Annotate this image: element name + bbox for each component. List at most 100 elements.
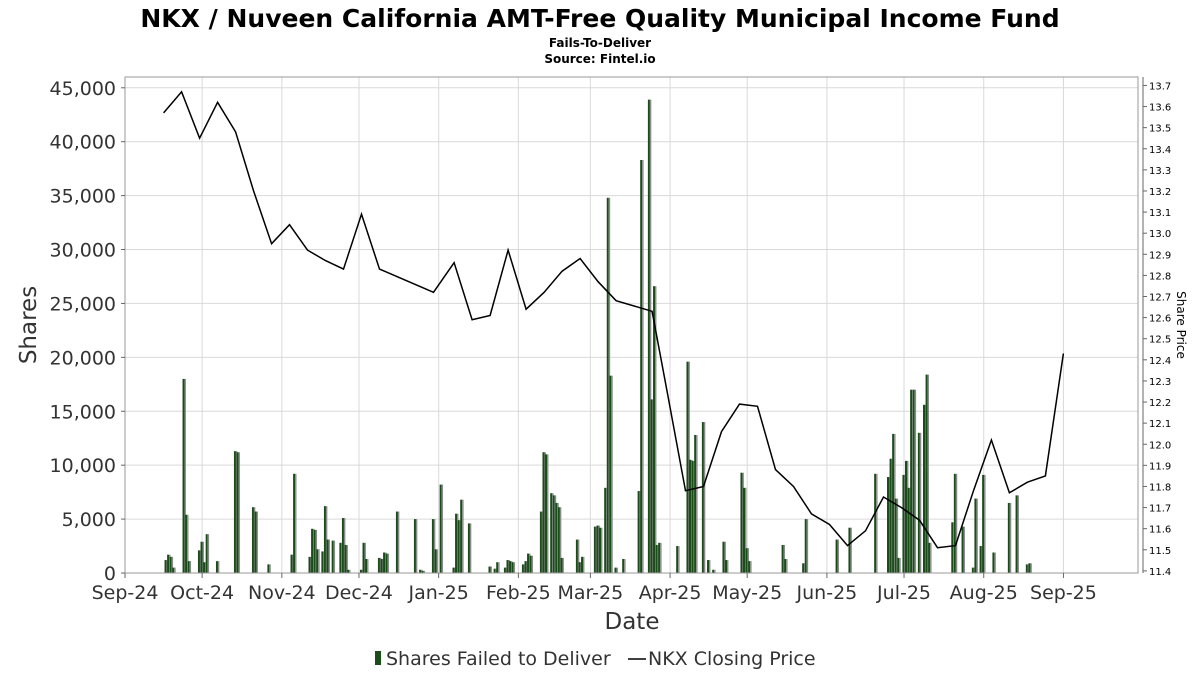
fails-bar-shade	[174, 567, 176, 573]
fails-bar	[197, 550, 200, 573]
fails-bar	[383, 552, 386, 573]
fails-bar-shade	[678, 546, 680, 573]
fails-bar	[341, 518, 344, 573]
fails-bar-shade	[531, 555, 534, 573]
fails-bar	[331, 540, 334, 573]
fails-bar	[743, 487, 746, 573]
x-tick-label: Jul-25	[876, 582, 931, 604]
fails-bar	[380, 558, 383, 573]
y2-tick-label: 12.3	[1149, 377, 1171, 388]
fails-bar-shade	[171, 556, 174, 573]
fails-bar	[689, 459, 692, 573]
fails-bar	[431, 519, 434, 573]
fails-bar	[581, 556, 584, 573]
fails-bar	[385, 553, 388, 573]
fails-bar	[802, 563, 805, 573]
fails-bar	[897, 557, 900, 573]
x-tick-label: Feb-25	[486, 582, 551, 604]
y-axis-label: Shares	[16, 286, 42, 364]
fails-bar-shade	[1017, 495, 1019, 573]
fails-bar	[745, 548, 748, 573]
fails-bar-shade	[899, 557, 901, 573]
fails-bar	[236, 452, 239, 573]
fails-bar	[524, 561, 527, 573]
fails-bar	[493, 568, 496, 573]
fails-bar	[457, 520, 460, 573]
fails-bar-shade	[397, 511, 400, 573]
x-axis-label: Date	[605, 609, 660, 635]
y2-tick-label: 12.9	[1149, 250, 1171, 261]
fails-bar	[722, 541, 725, 573]
fails-bar-shade	[655, 286, 657, 573]
fails-bars	[164, 99, 1032, 574]
y2-tick-label: 12.4	[1149, 356, 1171, 367]
x-tick-label: Oct-24	[170, 582, 234, 604]
fails-bar	[650, 399, 653, 573]
fails-bar-shade	[806, 519, 809, 573]
x-tick-label: Sep-24	[92, 582, 159, 604]
y2-tick-label: 13.3	[1149, 166, 1171, 177]
fails-bar-shade	[441, 484, 444, 573]
fails-bar-shade	[976, 498, 978, 573]
fails-bar	[169, 556, 172, 573]
fails-bar	[599, 527, 602, 573]
fails-bar	[1015, 495, 1018, 573]
fails-bar-shade	[927, 374, 929, 573]
fails-bar	[185, 514, 188, 573]
fails-bar-shade	[1009, 502, 1012, 573]
fails-bar	[550, 493, 553, 573]
fails-bar	[647, 99, 650, 573]
y2-tick-label: 13.4	[1149, 145, 1171, 156]
y2-tick-label: 13.5	[1149, 124, 1171, 135]
fails-bar-shade	[896, 498, 899, 573]
fails-bar	[182, 378, 185, 573]
fails-bar	[365, 558, 368, 573]
fails-bar-shade	[513, 562, 516, 573]
fails-bar	[748, 561, 751, 573]
fails-bar	[725, 560, 728, 573]
fails-bar	[529, 555, 532, 573]
fails-bar-shade	[367, 558, 369, 573]
fails-bar	[509, 561, 512, 573]
fails-bar-shade	[364, 542, 366, 573]
x-tick-label: Nov-24	[248, 582, 316, 604]
fails-bar	[511, 562, 514, 573]
fails-bar	[254, 511, 257, 573]
y-tick-label: 35,000	[50, 186, 116, 208]
y-tick-label: 40,000	[50, 132, 116, 154]
fails-bar	[740, 472, 743, 573]
fails-bar	[557, 507, 560, 573]
fails-bar	[555, 502, 558, 573]
fails-bar	[496, 562, 499, 573]
fails-bar-shade	[423, 570, 426, 573]
fails-bar-shade	[333, 540, 336, 573]
fails-bar	[545, 454, 548, 573]
y2-tick-label: 13.1	[1149, 208, 1171, 219]
fails-bar	[1025, 564, 1028, 573]
fails-bar	[658, 542, 661, 573]
fails-bar-shade	[562, 557, 564, 573]
fails-bar	[560, 557, 563, 573]
fails-bar-shade	[184, 378, 186, 573]
fails-bar	[377, 557, 380, 573]
fails-bar	[321, 551, 324, 573]
y2-tick-label: 11.4	[1149, 567, 1171, 578]
fails-bar	[894, 498, 897, 573]
fails-bar-shade	[914, 389, 917, 573]
y2-axis-label: Share Price	[1174, 291, 1188, 359]
fails-bar	[910, 389, 913, 573]
fails-bar	[233, 451, 236, 573]
fails-bar	[187, 561, 190, 573]
fails-bar	[676, 546, 679, 573]
y2-tick-label: 11.5	[1149, 546, 1171, 557]
fails-bar-shade	[462, 499, 464, 573]
y2-tick-label: 12.8	[1149, 271, 1171, 282]
fails-bar-shade	[433, 519, 436, 573]
fails-bar-shade	[547, 454, 549, 573]
fails-bar-shade	[747, 548, 749, 573]
fails-bar	[506, 560, 509, 573]
fails-bar	[311, 528, 314, 573]
fails-bar	[874, 473, 877, 573]
y2-tick-label: 12.1	[1149, 419, 1171, 430]
